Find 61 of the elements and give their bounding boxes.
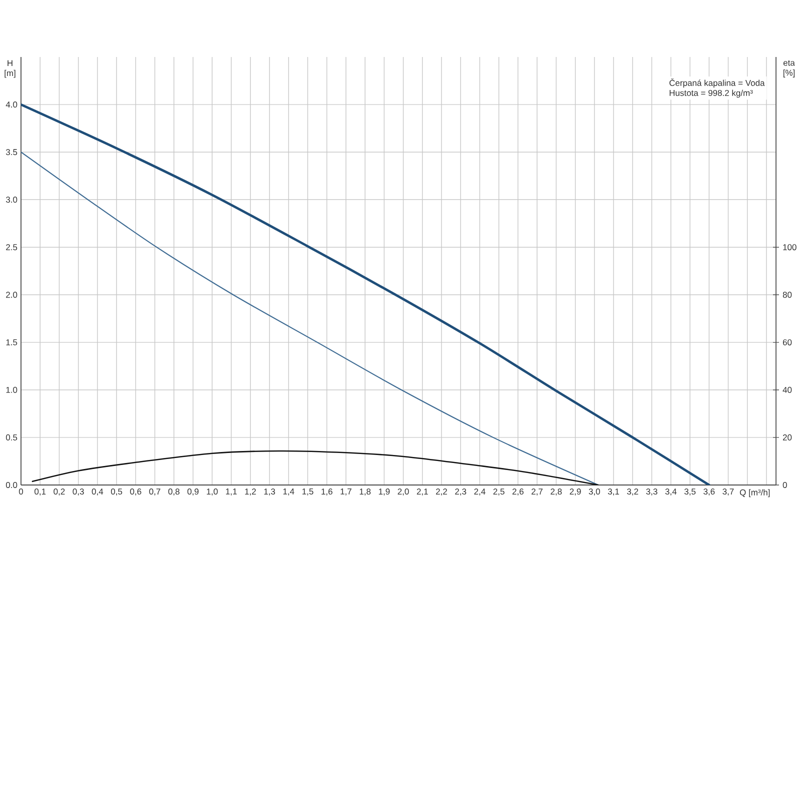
y2-tick-label: 60 [782, 339, 792, 346]
x-tick-label: 1,0 [206, 488, 218, 496]
x-tick-label: 2,3 [455, 488, 466, 496]
x-tick-label: 0,5 [110, 488, 122, 496]
x-tick-label: 1,2 [245, 488, 256, 496]
x-tick-label: 1,1 [226, 488, 237, 496]
x-tick-label: 1,9 [378, 488, 390, 496]
y-tick-label: 0.0 [6, 482, 18, 488]
line-series [32, 450, 599, 485]
x-tick-label: 3,6 [704, 488, 715, 496]
x-tick-label: 0,3 [72, 488, 84, 496]
x-tick-label: 0,8 [168, 488, 180, 496]
x-tick-label: 3,7 [722, 488, 734, 496]
x-tick-label: 1,5 [302, 488, 314, 496]
x-tick-label: 2,2 [436, 488, 447, 496]
annotation: Čerpaná kapalina = Voda [669, 78, 765, 88]
x-tick-label: 3,5 [684, 488, 696, 496]
y-tick-label: 1.5 [6, 339, 18, 346]
y-tick-label: 1.0 [6, 386, 18, 393]
x-tick-label: 0,2 [54, 488, 65, 496]
annotation: Hustota = 998.2 kg/m³ [670, 90, 753, 98]
x-tick-label: 0,9 [187, 488, 199, 496]
x-tick-label: 2,0 [398, 488, 409, 496]
y-tick-label: 2.0 [6, 292, 18, 298]
y-tick-label: 3.0 [6, 196, 18, 203]
x-tick-label: 2,5 [493, 488, 504, 496]
y-tick-label: 2.5 [6, 244, 18, 250]
x-tick-label: 2,4 [474, 488, 486, 496]
x-tick-label: 2,7 [532, 488, 543, 496]
line-series [21, 103, 710, 485]
x-axis-title: Q [m³/h] [740, 489, 770, 498]
x-tick-label: 0,6 [130, 488, 142, 496]
x-tick-label: 1,4 [283, 488, 294, 496]
x-tick-label: 3,0 [588, 488, 600, 496]
y2-tick-label: 100 [783, 244, 796, 250]
y-axis-title: H [m] [4, 60, 16, 78]
x-tick-label: 0,7 [149, 488, 160, 496]
x-tick-label: 3,1 [608, 488, 620, 496]
x-tick-label: 2,6 [512, 488, 524, 496]
y2-axis-title: eta [%] [783, 60, 795, 78]
y-tick-label: 3.5 [6, 149, 18, 156]
x-tick-label: 3,4 [665, 488, 677, 496]
x-tick-label: 2,1 [416, 488, 428, 496]
y2-tick-label: 40 [782, 386, 792, 393]
x-tick-label: 1,6 [322, 488, 332, 496]
line-series [21, 152, 599, 485]
x-tick-label: 1,8 [360, 488, 371, 496]
y2-tick-label: 80 [782, 292, 792, 298]
x-tick-label: 1,7 [340, 488, 352, 496]
x-tick-label: 2,9 [570, 488, 581, 496]
x-tick-label: 0,4 [92, 488, 104, 496]
x-tick-label: 0 [18, 488, 24, 495]
y-tick-label: 4.0 [6, 102, 18, 108]
y-tick-label: 0.5 [6, 434, 18, 440]
x-tick-label: 0,1 [34, 488, 46, 496]
x-tick-label: 3,2 [627, 488, 638, 496]
x-tick-label: 3,3 [646, 488, 658, 496]
x-tick-label: 1,3 [264, 488, 276, 496]
x-tick-label: 2,8 [550, 488, 562, 496]
y2-tick-label: 20 [782, 434, 792, 440]
y2-tick-label: 0 [782, 482, 787, 488]
